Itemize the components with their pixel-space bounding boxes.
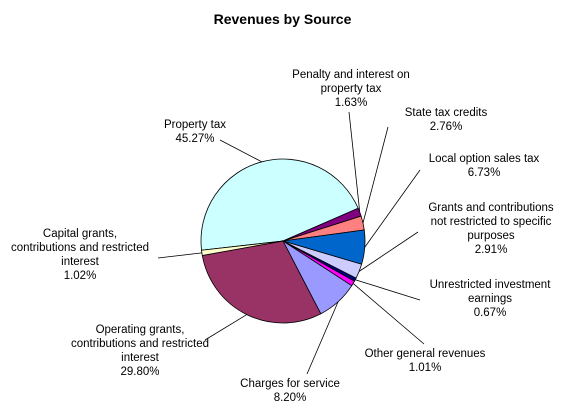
label-operating-grants: Operating grants, contributions and rest… (70, 324, 210, 378)
leader-line (306, 301, 339, 375)
label-penalty-interest: Penalty and interest on property tax 1.6… (292, 69, 410, 109)
label-state-tax-credits: State tax credits 2.76% (404, 107, 488, 133)
label-capital-grants: Capital grants, contributions and restri… (10, 228, 150, 282)
leader-line (219, 139, 262, 163)
leader-line (362, 126, 389, 224)
leader-line (348, 111, 361, 213)
leader-line (204, 314, 248, 341)
leader-line (355, 279, 421, 301)
label-other-general-revenues: Other general revenues 1.01% (364, 348, 486, 374)
leader-line (358, 231, 419, 272)
label-grants-unrestricted: Grants and contributions not restricted … (428, 202, 554, 256)
leader-line (157, 252, 202, 259)
pie-slice-property-tax (200, 158, 359, 251)
leader-line (364, 169, 421, 248)
label-local-option-sales-tax: Local option sales tax 6.73% (428, 153, 540, 179)
label-charges-for-service: Charges for service 8.20% (240, 378, 340, 404)
label-unrestricted-investment: Unrestricted investment earnings 0.67% (429, 279, 551, 319)
chart-title: Revenues by Source (213, 11, 352, 27)
label-property-tax: Property tax 45.27% (164, 119, 226, 145)
pie-slice-operating-grants-contributions-and-restricted-interest (201, 240, 322, 324)
leader-line (352, 283, 425, 345)
